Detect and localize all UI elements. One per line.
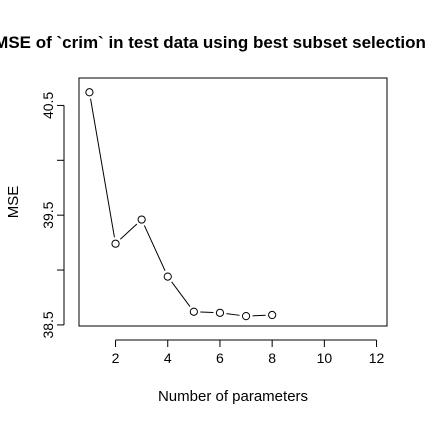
data-point bbox=[189, 307, 198, 316]
chart-title: MSE of `crim` in test data using best su… bbox=[0, 33, 426, 52]
data-point bbox=[215, 308, 225, 317]
y-tick-label: 39.5 bbox=[40, 201, 56, 228]
x-tick-label: 4 bbox=[164, 350, 172, 366]
series-points bbox=[85, 88, 277, 321]
series-segment bbox=[200, 311, 214, 314]
y-axis: 38.5 39.5 40.5 bbox=[40, 92, 65, 339]
x-tick-label: 12 bbox=[369, 350, 385, 366]
series-segment bbox=[171, 281, 191, 307]
series-segment bbox=[143, 225, 166, 271]
series-segment bbox=[119, 223, 138, 240]
x-tick-label: 6 bbox=[216, 350, 224, 366]
y-tick-label: 40.5 bbox=[40, 92, 56, 119]
x-axis: 2 4 6 8 10 12 bbox=[112, 339, 385, 366]
data-point bbox=[111, 239, 120, 248]
plot-frame bbox=[78, 77, 388, 327]
series-lines bbox=[90, 98, 266, 317]
x-tick-label: 8 bbox=[268, 350, 276, 366]
series-segment bbox=[252, 314, 266, 317]
data-point bbox=[163, 272, 172, 281]
data-point bbox=[137, 215, 146, 224]
series-segment bbox=[90, 98, 115, 238]
x-axis-label: Number of parameters bbox=[158, 388, 308, 405]
data-point bbox=[268, 310, 277, 320]
y-axis-label: MSE bbox=[5, 186, 22, 219]
x-tick-label: 10 bbox=[317, 350, 333, 366]
data-point bbox=[85, 88, 94, 97]
data-point bbox=[241, 312, 251, 321]
x-tick-label: 2 bbox=[112, 350, 120, 366]
series-segment bbox=[226, 313, 240, 316]
y-tick-label: 38.5 bbox=[40, 311, 56, 338]
